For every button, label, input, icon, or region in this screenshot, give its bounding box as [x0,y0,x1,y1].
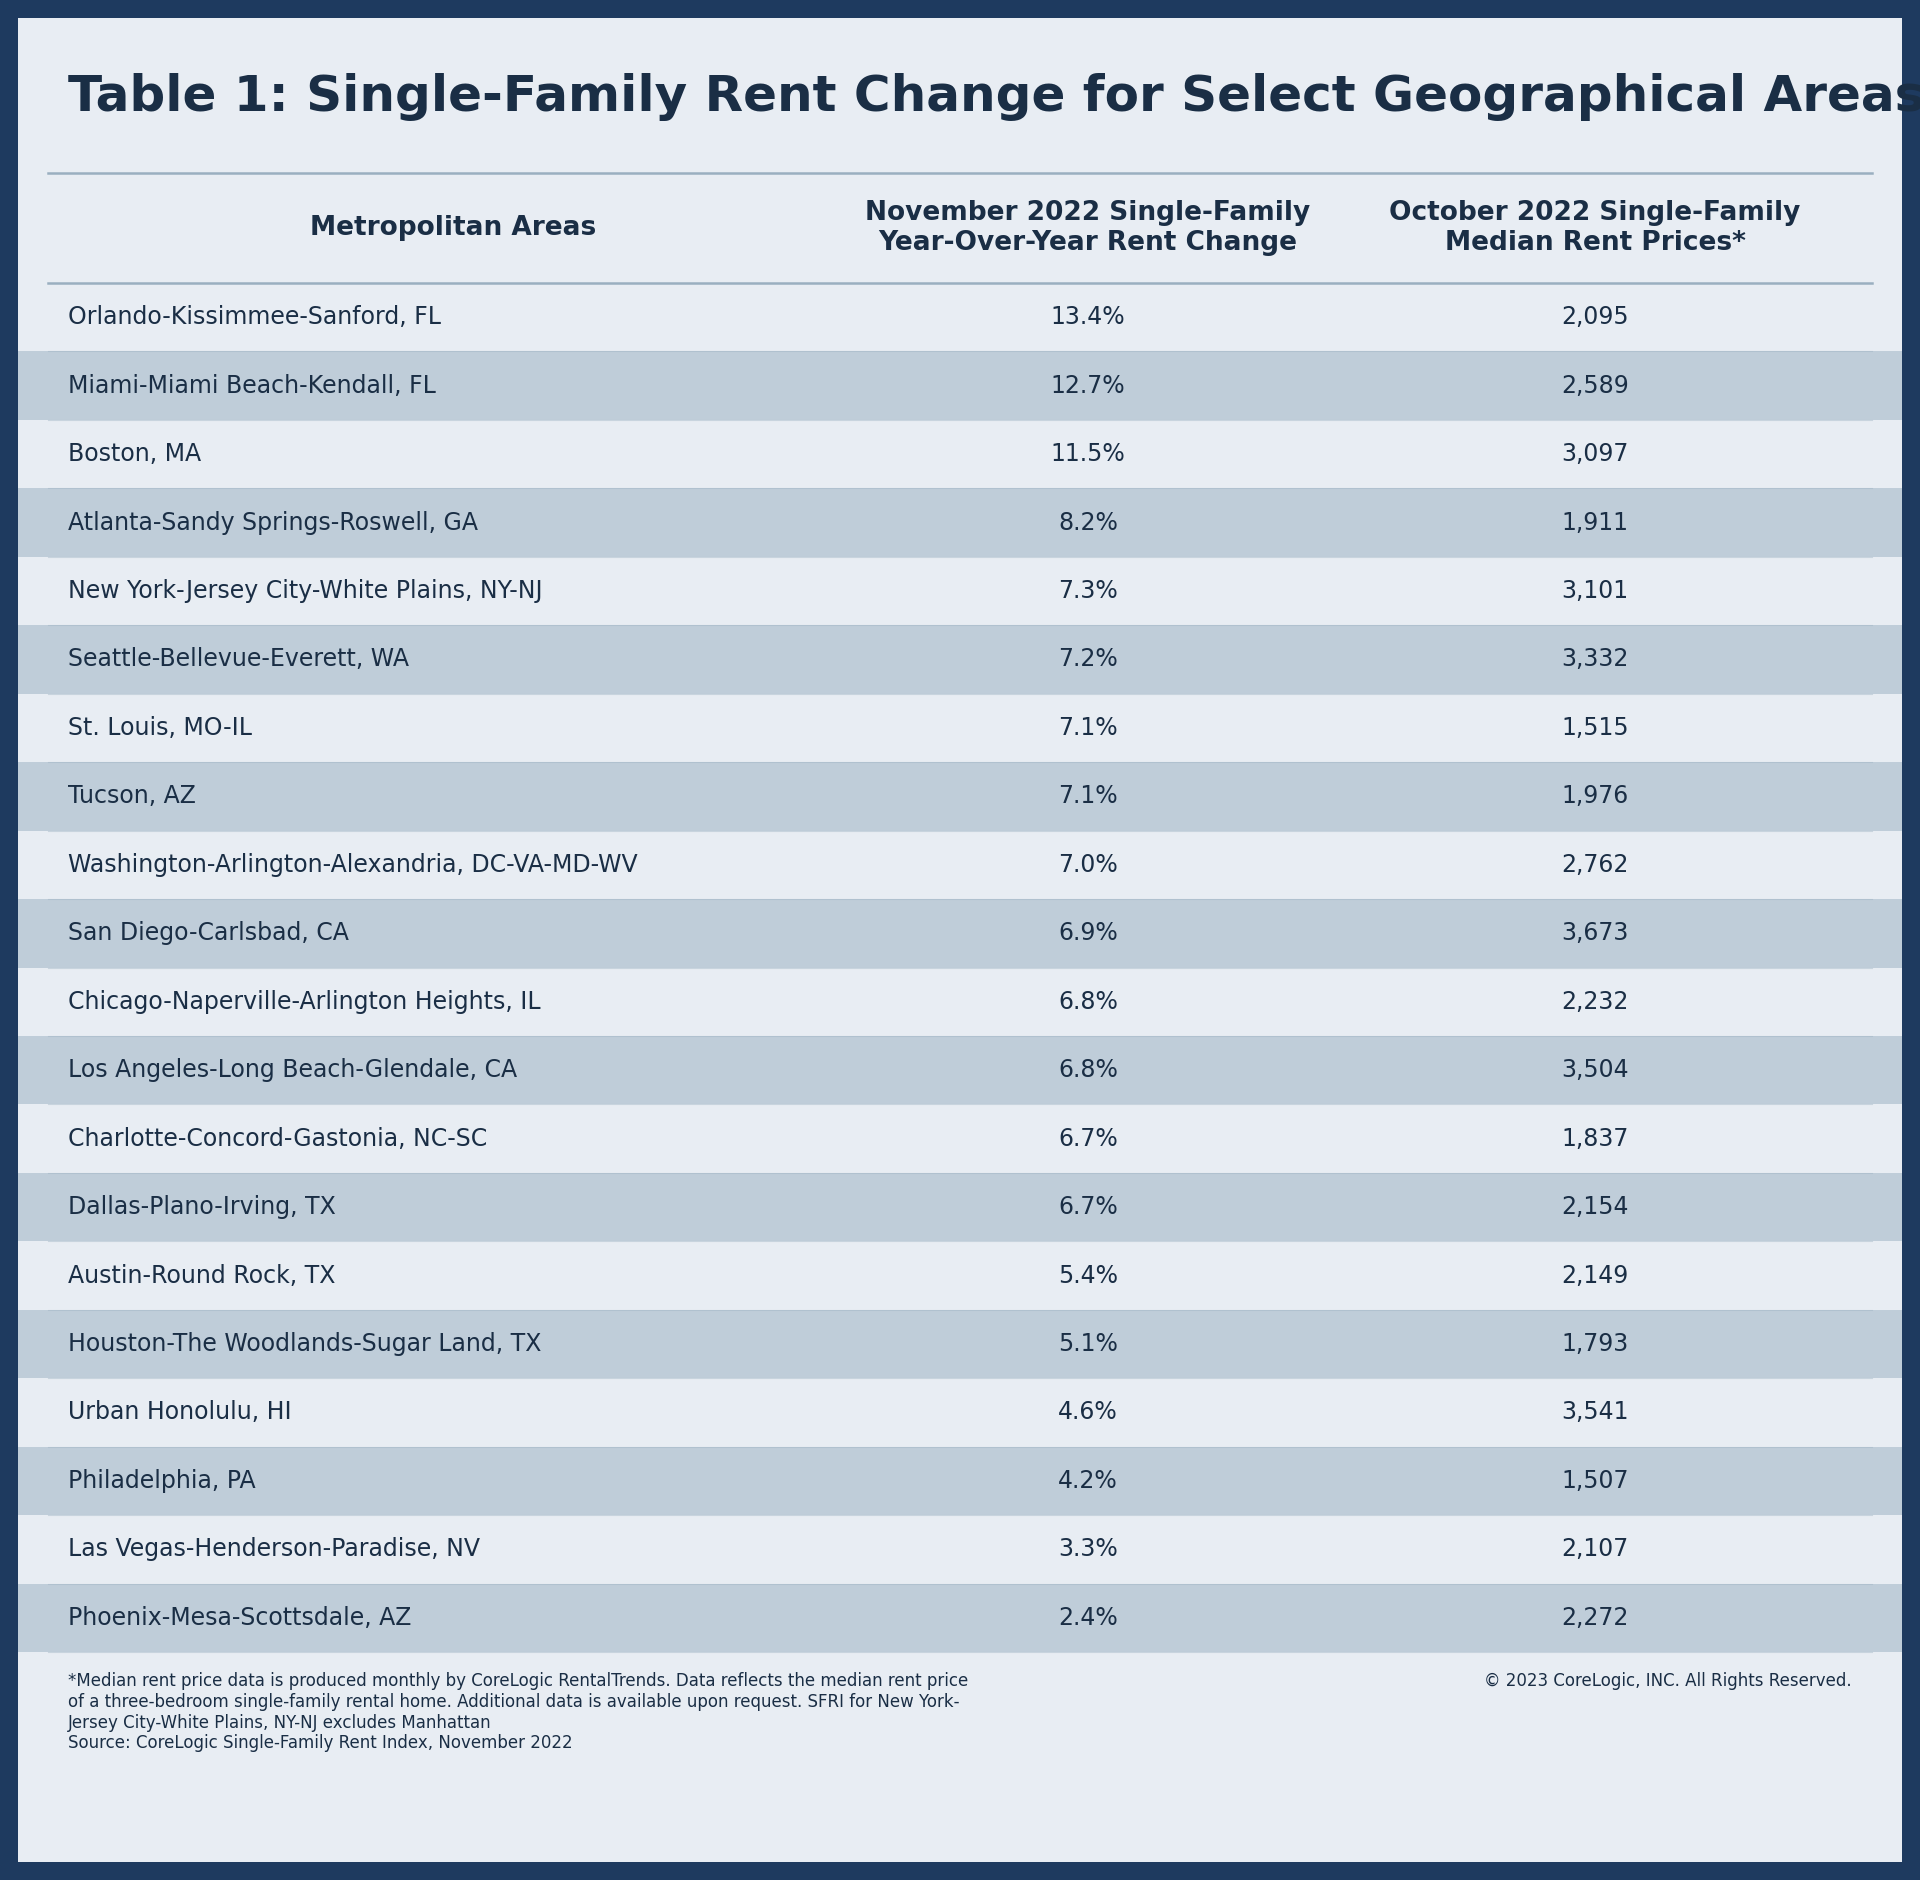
Text: 7.1%: 7.1% [1058,716,1117,741]
Bar [17,1241,1903,1310]
Text: November 2022 Single-Family
Year-Over-Year Rent Change: November 2022 Single-Family Year-Over-Ye… [866,199,1311,256]
Bar [17,489,1903,556]
Text: 2,149: 2,149 [1561,1263,1628,1288]
Text: 6.9%: 6.9% [1058,921,1117,946]
Bar [17,1378,1903,1446]
Text: 3,504: 3,504 [1561,1058,1628,1083]
Text: 1,515: 1,515 [1561,716,1628,741]
Text: 1,976: 1,976 [1561,784,1628,808]
Text: 2,107: 2,107 [1561,1538,1628,1560]
Text: 4.6%: 4.6% [1058,1401,1117,1425]
Text: October 2022 Single-Family
Median Rent Prices*: October 2022 Single-Family Median Rent P… [1390,199,1801,256]
Text: © 2023 CoreLogic, INC. All Rights Reserved.: © 2023 CoreLogic, INC. All Rights Reserv… [1484,1671,1853,1690]
Text: 7.1%: 7.1% [1058,784,1117,808]
Bar [17,556,1903,626]
Bar [17,899,1903,968]
Text: 3,097: 3,097 [1561,442,1628,466]
Bar [17,1515,1903,1583]
Text: Philadelphia, PA: Philadelphia, PA [67,1468,255,1493]
Text: 1,507: 1,507 [1561,1468,1628,1493]
Text: 2,272: 2,272 [1561,1606,1628,1630]
Bar [17,1446,1903,1515]
Text: 3,101: 3,101 [1561,579,1628,603]
Text: 3.3%: 3.3% [1058,1538,1117,1560]
Text: 12.7%: 12.7% [1050,374,1125,399]
Text: Atlanta-Sandy Springs-Roswell, GA: Atlanta-Sandy Springs-Roswell, GA [67,511,478,534]
Text: 6.7%: 6.7% [1058,1196,1117,1218]
Text: Seattle-Bellevue-Everett, WA: Seattle-Bellevue-Everett, WA [67,647,409,671]
Text: *Median rent price data is produced monthly by CoreLogic RentalTrends. Data refl: *Median rent price data is produced mont… [67,1671,968,1752]
Bar [17,1583,1903,1653]
Text: Urban Honolulu, HI: Urban Honolulu, HI [67,1401,292,1425]
Text: 1,793: 1,793 [1561,1331,1628,1355]
Text: Chicago-Naperville-Arlington Heights, IL: Chicago-Naperville-Arlington Heights, IL [67,989,541,1013]
Text: Austin-Round Rock, TX: Austin-Round Rock, TX [67,1263,336,1288]
Text: 5.1%: 5.1% [1058,1331,1117,1355]
Text: Phoenix-Mesa-Scottsdale, AZ: Phoenix-Mesa-Scottsdale, AZ [67,1606,411,1630]
Text: 1,911: 1,911 [1561,511,1628,534]
Text: Houston-The Woodlands-Sugar Land, TX: Houston-The Woodlands-Sugar Land, TX [67,1331,541,1355]
Text: 2,589: 2,589 [1561,374,1628,399]
Text: St. Louis, MO-IL: St. Louis, MO-IL [67,716,252,741]
Text: Table 1: Single-Family Rent Change for Select Geographical Areas: Table 1: Single-Family Rent Change for S… [67,73,1920,120]
Text: Tucson, AZ: Tucson, AZ [67,784,196,808]
Text: 3,673: 3,673 [1561,921,1628,946]
Text: Miami-Miami Beach-Kendall, FL: Miami-Miami Beach-Kendall, FL [67,374,436,399]
Text: 4.2%: 4.2% [1058,1468,1117,1493]
Text: San Diego-Carlsbad, CA: San Diego-Carlsbad, CA [67,921,349,946]
Bar [17,419,1903,489]
Bar [17,626,1903,694]
Bar [17,968,1903,1036]
Text: 2.4%: 2.4% [1058,1606,1117,1630]
Text: Washington-Arlington-Alexandria, DC-VA-MD-WV: Washington-Arlington-Alexandria, DC-VA-M… [67,854,637,876]
Text: 7.2%: 7.2% [1058,647,1117,671]
Bar [17,284,1903,352]
Text: Orlando-Kissimmee-Sanford, FL: Orlando-Kissimmee-Sanford, FL [67,305,442,329]
Text: 6.7%: 6.7% [1058,1126,1117,1151]
Text: 2,232: 2,232 [1561,989,1628,1013]
Bar [17,352,1903,419]
Text: New York-Jersey City-White Plains, NY-NJ: New York-Jersey City-White Plains, NY-NJ [67,579,543,603]
Bar [17,173,1903,284]
Text: Charlotte-Concord-Gastonia, NC-SC: Charlotte-Concord-Gastonia, NC-SC [67,1126,488,1151]
Text: 11.5%: 11.5% [1050,442,1125,466]
Text: 2,095: 2,095 [1561,305,1628,329]
Text: Dallas-Plano-Irving, TX: Dallas-Plano-Irving, TX [67,1196,336,1218]
Bar [17,1173,1903,1241]
Text: 8.2%: 8.2% [1058,511,1117,534]
Text: 2,762: 2,762 [1561,854,1628,876]
Text: Los Angeles-Long Beach-Glendale, CA: Los Angeles-Long Beach-Glendale, CA [67,1058,516,1083]
Text: Metropolitan Areas: Metropolitan Areas [309,214,595,241]
Text: 3,541: 3,541 [1561,1401,1628,1425]
Text: 5.4%: 5.4% [1058,1263,1117,1288]
Text: Boston, MA: Boston, MA [67,442,202,466]
Bar [17,831,1903,899]
Text: Las Vegas-Henderson-Paradise, NV: Las Vegas-Henderson-Paradise, NV [67,1538,480,1560]
Text: 7.0%: 7.0% [1058,854,1117,876]
Text: 3,332: 3,332 [1561,647,1628,671]
Text: 13.4%: 13.4% [1050,305,1125,329]
Text: 6.8%: 6.8% [1058,1058,1117,1083]
Bar [17,1310,1903,1378]
Text: 7.3%: 7.3% [1058,579,1117,603]
Bar [17,694,1903,761]
Text: 6.8%: 6.8% [1058,989,1117,1013]
Bar [17,761,1903,831]
Text: 2,154: 2,154 [1561,1196,1628,1218]
Bar [17,1036,1903,1104]
Bar [17,1104,1903,1173]
Text: 1,837: 1,837 [1561,1126,1628,1151]
